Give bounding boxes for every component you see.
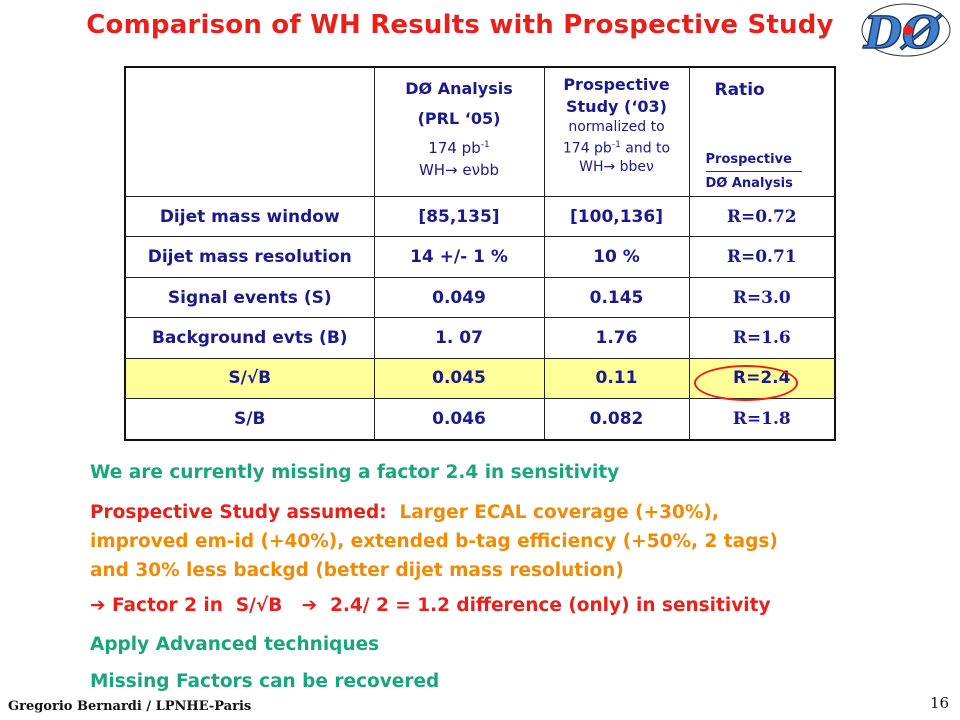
table-row: Background evts (B) 1. 07 1.76 R=1.6 [124, 317, 836, 359]
bullet-line3: and 30% less backgd (better dijet mass r… [90, 560, 624, 581]
d0-value: [85,135] [373, 195, 545, 238]
ratio-value: R=1.8 [688, 398, 836, 441]
header-d0-channel: WH→ eνbb [418, 161, 500, 179]
svg-text:DØ: DØ [862, 8, 942, 59]
d0-logo: DØ [861, 3, 951, 60]
row-label: S/√B [124, 357, 375, 400]
header-d0-line2: (PRL ‘05) [417, 109, 501, 128]
prospective-value: 0.11 [543, 357, 690, 400]
d0-value: 0.045 [373, 357, 545, 400]
table-row: Dijet mass window [85,135] [100,136] R=0… [124, 195, 836, 238]
bullet-line2: improved em-id (+40%), extended b-tag ef… [90, 531, 778, 552]
row-label: Dijet mass window [124, 195, 375, 238]
prospective-value: 10 % [543, 236, 690, 278]
header-prospective-study: Prospective Study (‘03) normalized to 17… [543, 66, 690, 197]
footer-author: Gregorio Bernardi / LPNHE-Paris [8, 699, 252, 714]
ratio-value: R=1.6 [688, 317, 836, 359]
header-ps-and-to: and to [620, 140, 671, 157]
header-ratio-label: Ratio [714, 80, 765, 100]
header-ps-line2: Study (‘03) [566, 97, 667, 116]
row-label: Dijet mass resolution [124, 236, 375, 278]
d0-value: 1. 07 [373, 317, 545, 359]
header-ps-line1: Prospective [563, 75, 670, 94]
red-oval-highlight [693, 364, 798, 401]
prospective-value: 1.76 [543, 317, 690, 359]
prospective-value: [100,136] [543, 195, 690, 238]
header-ps-lumi-sup: -1 [611, 140, 621, 150]
table-row-highlighted: S/√B 0.045 0.11 R=2.4 [124, 357, 836, 401]
slide-title: Comparison of WH Results with Prospectiv… [86, 10, 834, 40]
table-header-row: DØ Analysis (PRL ‘05) 174 pb-1 WH→ eνbb … [124, 66, 836, 197]
ratio-numerator: Prospective [705, 152, 792, 167]
table-row: Dijet mass resolution 14 +/- 1 % 10 % R=… [124, 236, 836, 278]
header-ps-channel: WH→ bbeν [579, 158, 654, 175]
header-d0-lumi: 174 pb [428, 139, 481, 157]
ratio-fraction-bar [705, 171, 802, 172]
d0-value: 0.046 [373, 398, 545, 441]
table-row: Signal events (S) 0.049 0.145 R=3.0 [124, 276, 836, 319]
bullet-factor-two: ➔ Factor 2 in S/√B ➔ 2.4/ 2 = 1.2 differ… [90, 595, 771, 616]
prospective-value: 0.145 [543, 276, 690, 319]
header-d0-line1: DØ Analysis [405, 79, 513, 98]
header-d0-lumi-sup: -1 [480, 140, 490, 150]
page-number: 16 [930, 694, 950, 712]
ratio-value-circled: R=2.4 [688, 357, 836, 401]
d0-value: 14 +/- 1 % [373, 236, 545, 278]
row-label: Signal events (S) [124, 276, 375, 319]
bullet-recovered: Missing Factors can be recovered [90, 671, 440, 692]
ratio-value: R=0.72 [688, 195, 836, 238]
ratio-denominator: DØ Analysis [705, 176, 793, 191]
ratio-value: R=3.0 [688, 276, 836, 319]
d0-value: 0.049 [373, 276, 545, 319]
header-d0-analysis: DØ Analysis (PRL ‘05) 174 pb-1 WH→ eνbb [373, 66, 545, 197]
header-ps-lumi: 174 pb [562, 140, 612, 157]
comparison-table: DØ Analysis (PRL ‘05) 174 pb-1 WH→ eνbb … [124, 66, 836, 441]
bullet-lead: Prospective Study assumed: [90, 502, 387, 523]
bullet-prospective-assumptions: Prospective Study assumed: Larger ECAL c… [90, 498, 778, 585]
row-label: S/B [124, 398, 375, 441]
table-row: S/B 0.046 0.082 R=1.8 [124, 398, 836, 441]
ratio-value: R=0.71 [688, 236, 836, 278]
bullet-line1: Larger ECAL coverage (+30%), [386, 502, 719, 523]
row-label: Background evts (B) [124, 317, 375, 359]
header-empty-cell [124, 66, 375, 197]
header-ratio: Ratio Prospective DØ Analysis [688, 66, 836, 197]
prospective-value: 0.082 [543, 398, 690, 441]
bullet-advanced-techniques: Apply Advanced techniques [90, 634, 380, 655]
header-ps-line3: normalized to [568, 119, 665, 135]
bullet-missing-factor: We are currently missing a factor 2.4 in… [90, 462, 620, 483]
